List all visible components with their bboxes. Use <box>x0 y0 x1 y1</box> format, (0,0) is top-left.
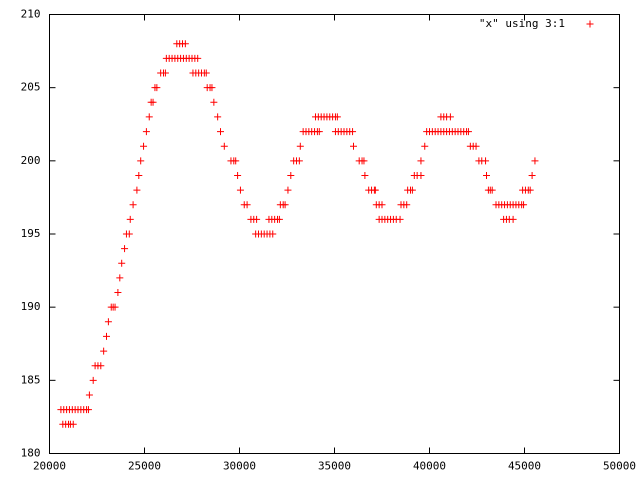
point <box>125 230 133 238</box>
point <box>100 347 108 355</box>
point <box>97 362 105 370</box>
point <box>208 84 216 92</box>
point <box>118 259 126 267</box>
point <box>135 171 143 179</box>
point <box>421 142 429 150</box>
point <box>446 113 454 121</box>
point <box>220 142 228 150</box>
x-tick-label: 45000 <box>508 460 541 473</box>
point <box>121 245 129 253</box>
point <box>396 215 404 223</box>
point <box>85 391 93 399</box>
point <box>531 157 539 165</box>
y-tick-label: 200 <box>21 154 41 167</box>
point <box>403 201 411 209</box>
point <box>116 274 124 282</box>
x-tick-label: 35000 <box>318 460 351 473</box>
point <box>202 69 210 77</box>
x-tick-label: 40000 <box>413 460 446 473</box>
point <box>217 128 224 136</box>
point <box>232 157 240 165</box>
x-tick-label: 30000 <box>223 460 256 473</box>
point <box>488 186 496 194</box>
point <box>472 142 480 150</box>
point <box>133 186 141 194</box>
point <box>284 186 292 194</box>
point <box>111 303 119 311</box>
point <box>214 113 222 121</box>
point <box>360 157 368 165</box>
point <box>253 215 261 223</box>
legend-label: "x" using 3:1 <box>479 17 565 30</box>
point <box>236 186 244 194</box>
point <box>483 171 490 179</box>
point <box>145 113 153 121</box>
point <box>181 40 189 48</box>
point <box>269 230 277 238</box>
point <box>129 201 137 209</box>
point <box>281 201 289 209</box>
point <box>526 186 534 194</box>
legend-marker <box>586 20 594 28</box>
point <box>520 201 528 209</box>
x-tick-label: 20000 <box>33 460 66 473</box>
point <box>84 406 92 414</box>
point <box>243 201 251 209</box>
point <box>361 171 369 179</box>
y-tick-label: 190 <box>21 300 41 313</box>
point <box>482 157 490 165</box>
point <box>194 54 202 62</box>
point <box>349 128 357 136</box>
y-tick-label: 210 <box>21 8 41 21</box>
x-tick-label: 25000 <box>128 460 161 473</box>
point <box>234 171 242 179</box>
point <box>114 289 122 297</box>
point <box>142 128 150 136</box>
point <box>140 142 148 150</box>
y-tick-label: 205 <box>21 81 41 94</box>
point <box>417 171 425 179</box>
y-tick-label: 195 <box>21 227 41 240</box>
point <box>89 376 97 384</box>
point <box>137 157 145 165</box>
point <box>296 142 304 150</box>
point <box>104 318 112 326</box>
point <box>350 142 357 150</box>
point <box>103 332 110 340</box>
point <box>210 98 218 106</box>
point <box>161 69 169 77</box>
point <box>149 98 157 106</box>
point <box>378 201 386 209</box>
x-tick-label: 50000 <box>603 460 636 473</box>
point <box>275 215 283 223</box>
point <box>333 113 341 121</box>
point <box>509 215 517 223</box>
point <box>371 186 379 194</box>
y-tick-label: 180 <box>21 447 41 460</box>
y-tick-label: 185 <box>21 373 41 386</box>
point <box>408 186 416 194</box>
point <box>315 128 323 136</box>
point <box>528 171 536 179</box>
point <box>126 215 134 223</box>
point <box>69 420 77 428</box>
point <box>295 157 303 165</box>
point <box>417 157 425 165</box>
point <box>287 171 295 179</box>
point <box>464 128 472 136</box>
point <box>153 84 161 92</box>
